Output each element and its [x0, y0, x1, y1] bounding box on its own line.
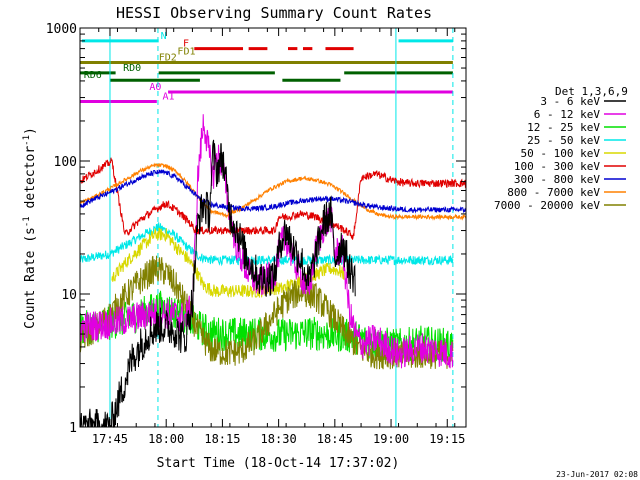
- legend-label: 7000 - 20000 keV: [494, 199, 600, 212]
- series-line-s8: [79, 162, 467, 221]
- y-tick-label: 1000: [46, 22, 77, 37]
- legend-label: 25 - 50 keV: [527, 134, 600, 147]
- legend-label: 12 - 25 keV: [527, 121, 600, 134]
- series-line-s5: [111, 227, 345, 298]
- x-axis-label: Start Time (18-Oct-14 17:37:02): [157, 456, 400, 471]
- x-tick-label: 19:00: [373, 432, 409, 446]
- x-tick-label: 18:00: [148, 432, 184, 446]
- x-tick-label: 18:30: [261, 432, 297, 446]
- x-tick-label: 18:15: [204, 432, 240, 446]
- legend-title: Det 1,3,6,9: [555, 85, 628, 98]
- y-label-end: ): [23, 127, 38, 135]
- legend-label: 100 - 300 keV: [514, 160, 600, 173]
- y-label-mid: detector: [23, 146, 38, 217]
- y-axis-label: Count Rate (s-1 detector-1): [22, 127, 38, 329]
- flag-label: RD0: [123, 63, 141, 74]
- legend-label: 300 - 800 keV: [514, 173, 600, 186]
- series-line-s1: [79, 139, 356, 428]
- legend-label: 50 - 100 keV: [521, 147, 601, 160]
- y-label-sup2: -1: [22, 135, 32, 146]
- y-label-main: Count Rate (s: [23, 227, 38, 329]
- series-line-s7: [79, 169, 467, 214]
- y-tick-label: 10: [61, 288, 77, 303]
- axes: 17:45 18:00 18:15 18:30 18:45 19:00 19:15 1 10 10…: [46, 22, 466, 446]
- flag-label: N: [161, 31, 167, 42]
- series-line-s4: [79, 222, 454, 267]
- flag-label: A0: [149, 82, 161, 93]
- legend-label: 3 - 6 keV: [540, 95, 600, 108]
- flag-label: FD1: [177, 47, 195, 58]
- flag-label: RD6: [84, 70, 102, 81]
- x-tick-label: 18:45: [317, 432, 353, 446]
- y-tick-label: 100: [54, 155, 77, 170]
- series-line-s2: [79, 114, 454, 369]
- flag-label: F: [183, 39, 189, 50]
- flag-label: A1: [162, 92, 174, 103]
- series-lines: [79, 114, 467, 428]
- y-label-sup1: -1: [22, 216, 32, 227]
- series-line-s6: [79, 157, 467, 240]
- flag-label: FD2: [159, 53, 177, 64]
- x-tick-label: 19:15: [429, 432, 465, 446]
- x-tick-label: 17:45: [92, 432, 128, 446]
- legend-label: 800 - 7000 keV: [507, 186, 600, 199]
- y-tick-label: 1: [69, 421, 77, 436]
- plot-frame: [79, 27, 467, 428]
- legend-label: 6 - 12 keV: [534, 108, 601, 121]
- footer-timestamp: 23-Jun-2017 02:08: [556, 470, 638, 479]
- chart-title: HESSI Observing Summary Count Rates: [116, 4, 432, 22]
